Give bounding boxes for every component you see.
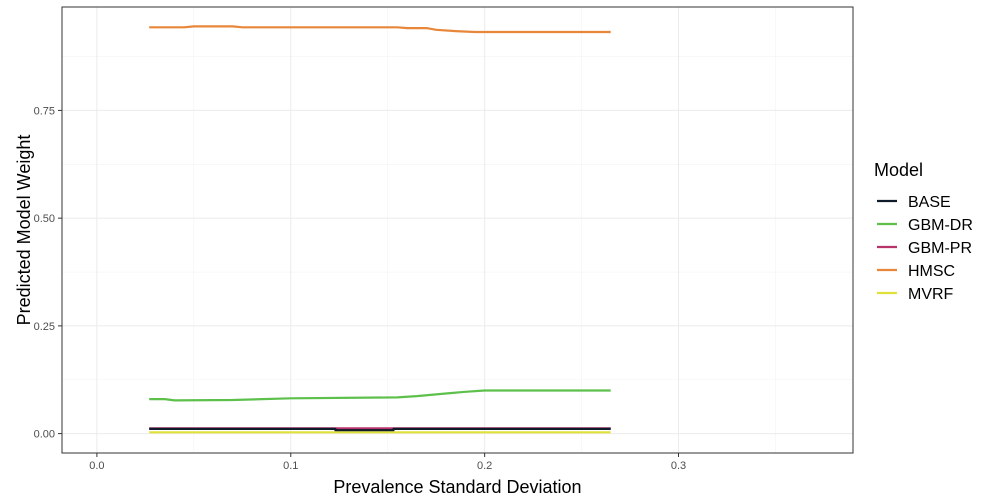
x-tick-label: 0.0 — [89, 460, 104, 472]
series-line-gbm-dr — [149, 389, 611, 402]
legend-label-hmsc: HMSC — [908, 263, 955, 280]
x-axis: 0.0 0.1 0.2 0.3 — [89, 453, 686, 472]
y-tick-label: 0.50 — [34, 213, 55, 225]
legend-label-base: BASE — [908, 194, 951, 211]
legend-label-mvrf: MVRF — [908, 286, 954, 303]
legend-label-gbm-dr: GBM-DR — [908, 217, 973, 234]
series-line-hmsc — [149, 25, 611, 34]
x-tick-label: 0.3 — [671, 460, 686, 472]
legend: Model BASE GBM-DR GBM-PR HMSC MVRF — [874, 160, 973, 303]
legend-title: Model — [874, 160, 923, 180]
plot-panel-border — [61, 6, 854, 454]
y-tick-label: 0.75 — [34, 105, 55, 117]
series-line-base — [149, 427, 611, 432]
x-tick-label: 0.1 — [283, 460, 298, 472]
series-layer — [149, 25, 611, 434]
y-tick-label: 0.00 — [34, 429, 55, 441]
y-axis: 0.00 0.25 0.50 0.75 — [34, 105, 62, 441]
grid-minor — [62, 7, 853, 453]
y-axis-title: Predicted Model Weight — [14, 135, 34, 326]
x-tick-label: 0.2 — [477, 460, 492, 472]
grid-major — [62, 7, 853, 453]
legend-items: BASE GBM-DR GBM-PR HMSC MVRF — [877, 194, 973, 303]
x-axis-title: Prevalence Standard Deviation — [333, 477, 581, 497]
y-tick-label: 0.25 — [34, 321, 55, 333]
legend-label-gbm-pr: GBM-PR — [908, 240, 972, 257]
